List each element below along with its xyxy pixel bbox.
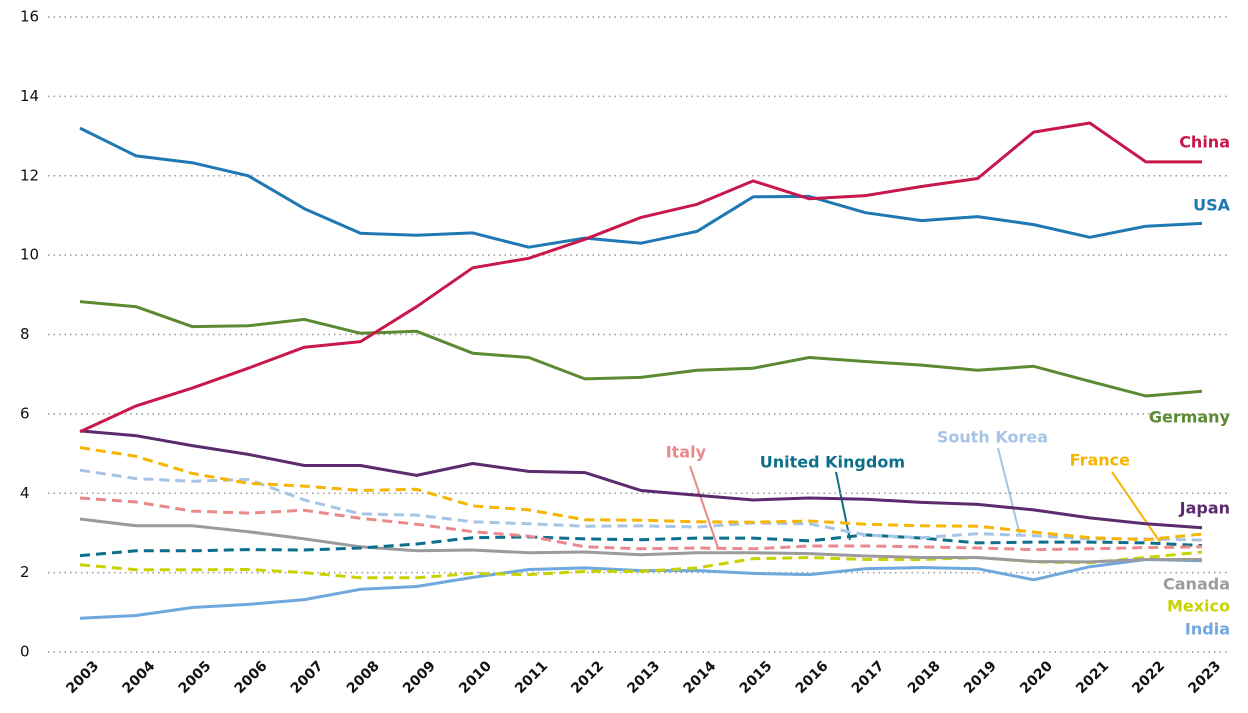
- x-tick-label: 2004: [119, 658, 158, 697]
- series-label: Japan: [1179, 499, 1230, 518]
- series-label: Mexico: [1167, 597, 1230, 616]
- series-line: [79, 517, 1202, 564]
- series-label: China: [1179, 133, 1230, 152]
- x-tick-label: 2022: [1129, 658, 1168, 697]
- leader-line: [1111, 471, 1161, 543]
- x-tick-label: 2015: [737, 658, 776, 697]
- x-tick-label: 2013: [624, 658, 663, 697]
- series-label: United Kingdom: [760, 453, 905, 472]
- leader-line: [835, 471, 851, 541]
- x-tick-label: 2021: [1073, 658, 1112, 697]
- series-line: [79, 533, 1203, 558]
- x-tick-label: 2003: [63, 658, 102, 697]
- y-tick-label: 0: [20, 643, 30, 661]
- x-tick-label: 2017: [849, 658, 888, 697]
- x-tick-label: 2006: [232, 658, 271, 697]
- y-tick-label: 14: [20, 87, 39, 105]
- leader-lines: [689, 447, 1161, 549]
- x-tick-label: 2023: [1185, 658, 1224, 697]
- series-label: Germany: [1149, 408, 1231, 427]
- x-tick-label: 2005: [176, 658, 215, 697]
- series-label: Italy: [666, 443, 707, 462]
- series-label: USA: [1193, 196, 1231, 215]
- series-line: [79, 126, 1203, 249]
- y-tick-label: 16: [20, 8, 39, 26]
- series-label: South Korea: [937, 428, 1048, 447]
- series-line: [79, 496, 1203, 552]
- leader-line: [997, 447, 1021, 536]
- y-tick-label: 4: [20, 484, 30, 502]
- series-label: Canada: [1163, 575, 1230, 594]
- series-line: [79, 446, 1203, 542]
- x-tick-label: 2016: [793, 658, 832, 697]
- x-tick-label: 2009: [400, 658, 439, 697]
- x-tick-label: 2020: [1017, 658, 1056, 697]
- series-line: [79, 429, 1203, 530]
- x-tick-label: 2018: [905, 658, 944, 697]
- leader-line: [689, 465, 719, 549]
- x-tick-label: 2011: [512, 658, 551, 697]
- series-line: [79, 300, 1203, 398]
- y-tick-label: 12: [20, 166, 39, 184]
- series-line: [79, 468, 1203, 542]
- x-tick-label: 2019: [961, 658, 1000, 697]
- y-tick-label: 6: [20, 404, 30, 422]
- x-tick-label: 2007: [288, 658, 327, 697]
- y-tick-label: 2: [20, 563, 30, 581]
- series-line: [79, 121, 1202, 434]
- series-label: India: [1185, 620, 1230, 639]
- series-label: France: [1070, 451, 1130, 470]
- x-tick-label: 2012: [568, 658, 607, 697]
- y-tick-label: 8: [20, 325, 30, 343]
- x-tick-label: 2008: [344, 658, 383, 697]
- y-tick-label: 10: [20, 246, 39, 264]
- x-tick-label: 2014: [680, 658, 719, 697]
- x-tick-label: 2010: [456, 658, 495, 697]
